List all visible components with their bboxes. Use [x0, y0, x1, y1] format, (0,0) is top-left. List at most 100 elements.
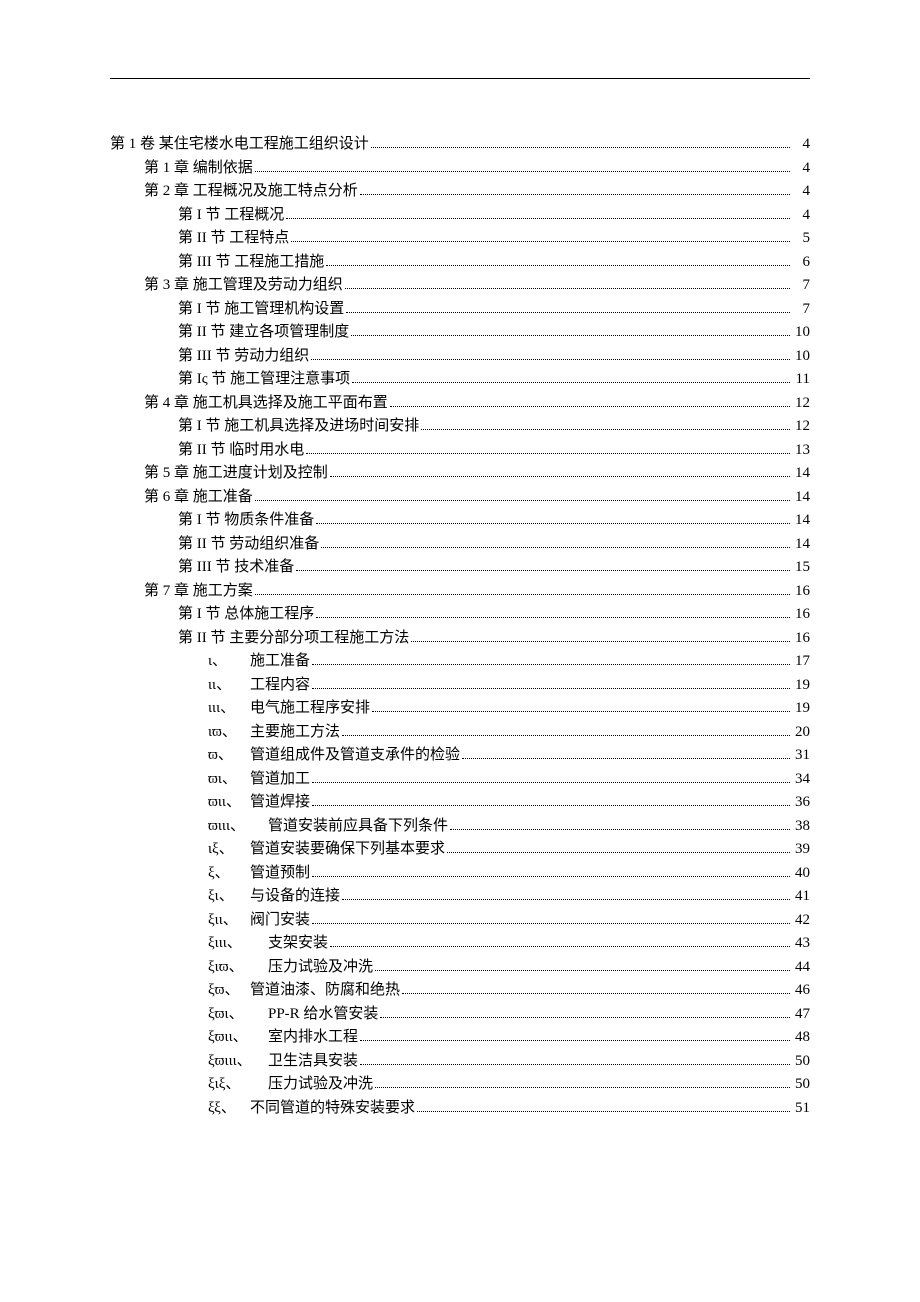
toc-entry: ιξ、管道安装要确保下列基本要求39 [110, 842, 810, 857]
toc-entry-marker: ξιξ、 [208, 1077, 268, 1092]
toc-entry-marker: ιϖ、 [208, 725, 250, 740]
toc-entry-page: 11 [792, 372, 810, 387]
toc-entry-page: 6 [792, 255, 810, 270]
toc-entry-marker: ιι、 [208, 678, 250, 693]
toc-entry: ξιι、阀门安装42 [110, 913, 810, 928]
toc-entry-label: ϖιι、管道焊接 [208, 795, 310, 810]
toc-entry-label: 第 II 节 临时用水电 [178, 443, 304, 458]
toc-dot-leader [447, 844, 790, 853]
toc-entry-label: ξιϖ、压力试验及冲洗 [208, 960, 373, 975]
toc-entry: 第 4 章 施工机具选择及施工平面布置12 [110, 396, 810, 411]
toc-entry-page: 14 [792, 466, 810, 481]
toc-entry-marker: ξϖιιι、 [208, 1054, 268, 1069]
toc-entry: 第 I 节 总体施工程序16 [110, 607, 810, 622]
toc-entry-page: 47 [792, 1007, 810, 1022]
toc-dot-leader [291, 233, 790, 242]
toc-entry: 第 7 章 施工方案16 [110, 584, 810, 599]
toc-entry-label: 第 Iς 节 施工管理注意事项 [178, 372, 350, 387]
toc-entry-label: 第 1 章 编制依据 [144, 161, 253, 176]
toc-entry-page: 4 [792, 137, 810, 152]
toc-entry-marker: ι、 [208, 654, 250, 669]
toc-entry: 第 II 节 劳动组织准备14 [110, 537, 810, 552]
toc-entry-page: 4 [792, 184, 810, 199]
toc-entry-label: ξι、与设备的连接 [208, 889, 340, 904]
toc-entry: 第 3 章 施工管理及劳动力组织 7 [110, 278, 810, 293]
toc-entry-text: 管道组成件及管道支承件的检验 [250, 747, 460, 763]
toc-entry-marker: ϖιι、 [208, 795, 250, 810]
toc-entry-page: 14 [792, 490, 810, 505]
toc-entry: 第 6 章 施工准备 14 [110, 490, 810, 505]
toc-dot-leader [255, 586, 790, 595]
toc-entry-label: 第 4 章 施工机具选择及施工平面布置 [144, 396, 388, 411]
toc-dot-leader [311, 351, 790, 360]
toc-entry-marker: ξιϖ、 [208, 960, 268, 975]
toc-entry-label: 第 III 节 工程施工措施 [178, 255, 324, 270]
toc-entry-label: 第 I 节 总体施工程序 [178, 607, 314, 622]
toc-entry: ϖ、管道组成件及管道支承件的检验31 [110, 748, 810, 763]
toc-entry-marker: ξιιι、 [208, 936, 268, 951]
toc-entry: 第 Iς 节 施工管理注意事项 11 [110, 372, 810, 387]
toc-entry-label: 第 III 节 劳动力组织 [178, 349, 309, 364]
toc-entry-page: 42 [792, 913, 810, 928]
toc-entry: ξϖιιι、卫生洁具安装50 [110, 1054, 810, 1069]
toc-entry-label: 第 II 节 主要分部分项工程施工方法 [178, 631, 409, 646]
toc-entry: ϖιι、管道焊接36 [110, 795, 810, 810]
toc-dot-leader [342, 727, 790, 736]
toc-entry-text: 压力试验及冲洗 [268, 959, 373, 975]
toc-entry-text: 主要施工方法 [250, 724, 340, 740]
toc-dot-leader [312, 774, 790, 783]
toc-entry-page: 12 [792, 419, 810, 434]
toc-entry: ξι、与设备的连接41 [110, 889, 810, 904]
toc-entry: ξξ、不同管道的特殊安装要求51 [110, 1101, 810, 1116]
toc-entry-text: 与设备的连接 [250, 888, 340, 904]
toc-entry-label: ξϖ、管道油漆、防腐和绝热 [208, 983, 400, 998]
toc-entry-text: 卫生洁具安装 [268, 1053, 358, 1069]
toc-entry: ιϖ、主要施工方法20 [110, 725, 810, 740]
toc-entry-label: 第 6 章 施工准备 [144, 490, 253, 505]
toc-entry-page: 34 [792, 772, 810, 787]
toc-entry-label: ϖιιι、管道安装前应具备下列条件 [208, 819, 448, 834]
table-of-contents: 第 1 卷 某住宅楼水电工程施工组织设计4第 1 章 编制依据4第 2 章 工程… [110, 137, 810, 1116]
toc-entry-label: ιξ、管道安装要确保下列基本要求 [208, 842, 445, 857]
toc-dot-leader [312, 797, 790, 806]
toc-entry: ξιξ、压力试验及冲洗50 [110, 1077, 810, 1092]
toc-dot-leader [296, 562, 790, 571]
toc-entry-marker: ξξ、 [208, 1101, 250, 1116]
toc-dot-leader [312, 915, 790, 924]
toc-entry-page: 40 [792, 866, 810, 881]
toc-entry-label: ιιι、电气施工程序安排 [208, 701, 370, 716]
toc-dot-leader [352, 374, 790, 383]
toc-entry-marker: ξιι、 [208, 913, 250, 928]
toc-entry-label: 第 3 章 施工管理及劳动力组织 [144, 278, 343, 293]
toc-entry-page: 14 [792, 513, 810, 528]
toc-dot-leader [255, 163, 790, 172]
toc-dot-leader [321, 539, 790, 548]
toc-entry: 第 2 章 工程概况及施工特点分析4 [110, 184, 810, 199]
toc-entry-text: 支架安装 [268, 935, 328, 951]
toc-entry-page: 4 [792, 208, 810, 223]
toc-entry-page: 7 [792, 278, 810, 293]
toc-entry-text: 管道安装要确保下列基本要求 [250, 841, 445, 857]
toc-entry: ιι、工程内容19 [110, 678, 810, 693]
toc-entry: 第 II 节 工程特点5 [110, 231, 810, 246]
toc-entry-marker: ξϖιι、 [208, 1030, 268, 1045]
toc-entry-marker: ϖι、 [208, 772, 250, 787]
toc-entry-page: 5 [792, 231, 810, 246]
toc-entry-text: 管道安装前应具备下列条件 [268, 818, 448, 834]
toc-entry-label: 第 I 节 施工机具选择及进场时间安排 [178, 419, 419, 434]
toc-entry-label: ξιιι、支架安装 [208, 936, 328, 951]
toc-dot-leader [390, 398, 790, 407]
toc-entry-text: 压力试验及冲洗 [268, 1076, 373, 1092]
toc-entry-label: ι、施工准备 [208, 654, 310, 669]
toc-entry-page: 16 [792, 631, 810, 646]
toc-dot-leader [312, 680, 790, 689]
toc-entry-label: ξϖιι、室内排水工程 [208, 1030, 358, 1045]
toc-dot-leader [417, 1103, 790, 1112]
toc-dot-leader [351, 327, 790, 336]
toc-entry-marker: ξι、 [208, 889, 250, 904]
toc-entry-label: 第 I 节 物质条件准备 [178, 513, 314, 528]
toc-entry: ξϖι、PP-R 给水管安装47 [110, 1007, 810, 1022]
toc-entry: 第 III 节 技术准备15 [110, 560, 810, 575]
toc-entry-page: 17 [792, 654, 810, 669]
toc-dot-leader [360, 1032, 790, 1041]
